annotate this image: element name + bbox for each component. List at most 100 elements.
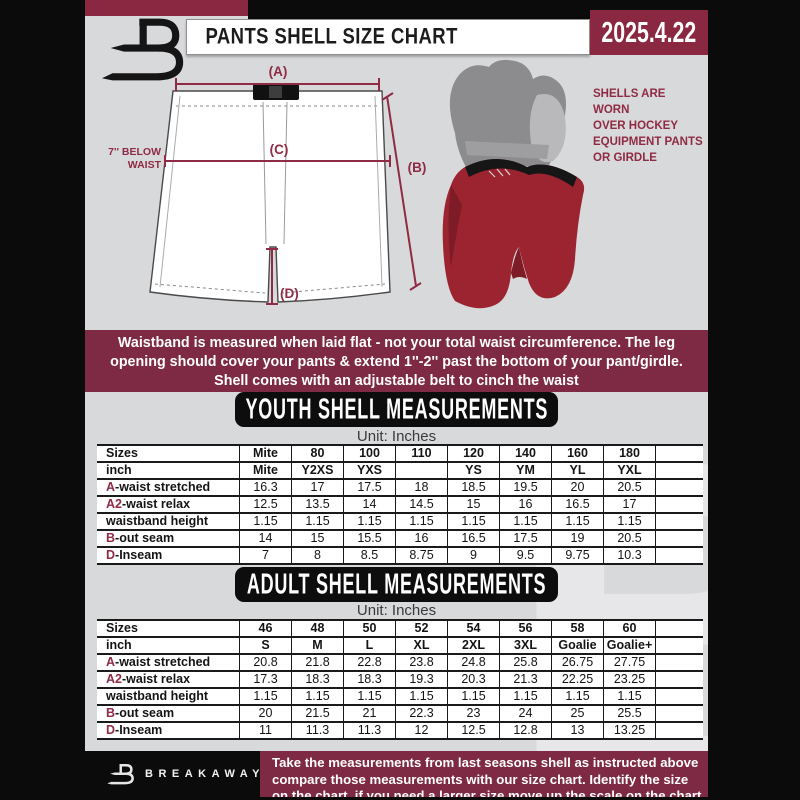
- table-cell: 17.3: [239, 672, 291, 687]
- table-cell: 20: [239, 706, 291, 721]
- table-cell: 9: [447, 548, 499, 563]
- table-row: A2-waist relax 17.3 18.3 18.3 19.3 20.3 21.3 22…: [97, 670, 703, 687]
- table-cell: 1.15: [551, 689, 603, 704]
- footer-instructions-panel: Take the measurements from last seasons …: [260, 751, 708, 800]
- table-cell: 15: [447, 497, 499, 512]
- table-filler-cell: [655, 672, 703, 687]
- table-cell: 22.25: [551, 672, 603, 687]
- table-cell: 12.5: [239, 497, 291, 512]
- row-label: B-out seam: [106, 531, 175, 545]
- table-cell: 23.8: [395, 655, 447, 670]
- table-cell: 18.3: [291, 672, 343, 687]
- table-cell: 60: [603, 621, 655, 636]
- table-cell: 17: [603, 497, 655, 512]
- table-cell: 25: [551, 706, 603, 721]
- table-cell: 48: [291, 621, 343, 636]
- waist-depth-note: 7'' BELOW WAIST: [108, 146, 161, 171]
- table-cell: 1.15: [239, 689, 291, 704]
- footer-brand: BREAKAWAY: [107, 762, 265, 786]
- adult-unit-label: Unit: Inches: [356, 602, 437, 619]
- table-cell: 180: [603, 446, 655, 461]
- table-cell: 11.3: [343, 723, 395, 738]
- table-row: waistband height 1.15 1.15 1.15 1.15 1.15 1.15…: [97, 687, 703, 704]
- table-cell: 20.5: [603, 480, 655, 495]
- table-cell: 3XL: [499, 638, 551, 653]
- label-c: (C): [270, 142, 289, 157]
- footer-brand-panel: BREAKAWAY: [85, 751, 260, 800]
- hem-stitch-lines: [154, 283, 386, 294]
- table-cell: 80: [291, 446, 343, 461]
- table-cell: [395, 463, 447, 478]
- table-cell: 1.15: [343, 689, 395, 704]
- footer-brand-name: BREAKAWAY: [145, 768, 265, 780]
- table-cell: 120: [447, 446, 499, 461]
- table-cell: 11.3: [291, 723, 343, 738]
- shell-lace: [488, 168, 511, 178]
- shell-photo-illustration: [442, 59, 585, 309]
- label-a: (A): [269, 64, 288, 79]
- table-cell: 110: [395, 446, 447, 461]
- table-cell: 16: [395, 531, 447, 546]
- table-cell: 16.5: [551, 497, 603, 512]
- table-cell: 25.8: [499, 655, 551, 670]
- shell-belt: [465, 159, 577, 187]
- table-cell: YM: [499, 463, 551, 478]
- table-cell: 18.3: [343, 672, 395, 687]
- table-cell: 13.5: [291, 497, 343, 512]
- table-cell: 54: [447, 621, 499, 636]
- row-label: waistband height: [106, 689, 209, 703]
- table-cell: 9.5: [499, 548, 551, 563]
- row-label: inch: [106, 638, 132, 652]
- table-cell: 2XL: [447, 638, 499, 653]
- table-cell: 21.8: [291, 655, 343, 670]
- table-filler-cell: [655, 514, 703, 529]
- table-cell: 14: [343, 497, 395, 512]
- youth-table: Sizes Mite 80 100 110 120 140 160 180 inch Mite Y2X…: [97, 444, 703, 565]
- row-label: D-Inseam: [106, 723, 163, 737]
- shell-shadow: [448, 185, 527, 279]
- girdle-strap: [465, 141, 549, 159]
- table-cell: 15: [291, 531, 343, 546]
- table-filler-cell: [655, 655, 703, 670]
- table-cell: 52: [395, 621, 447, 636]
- table-cell: Goalie: [551, 638, 603, 653]
- table-cell: 18: [395, 480, 447, 495]
- table-row: B-out seam 20 21.5 21 22.3 23 24 25 25.5: [97, 704, 703, 721]
- table-cell: YXS: [343, 463, 395, 478]
- table-cell: 18.5: [447, 480, 499, 495]
- adult-banner-title: ADULT SHELL MEASUREMENTS: [246, 567, 547, 600]
- table-cell: 17.5: [343, 480, 395, 495]
- table-row: Sizes 46 48 50 52 54 56 58 60: [97, 619, 703, 636]
- table-cell: Mite: [239, 446, 291, 461]
- table-filler-cell: [655, 723, 703, 738]
- row-label: B-out seam: [106, 706, 175, 720]
- table-cell: 14: [239, 531, 291, 546]
- table-cell: 21.5: [291, 706, 343, 721]
- table-cell: 7: [239, 548, 291, 563]
- date-text: 2025.4.22: [601, 15, 697, 49]
- label-d: (D): [280, 286, 299, 301]
- table-cell: 20: [551, 480, 603, 495]
- table-cell: 20.5: [603, 531, 655, 546]
- table-cell: 16.3: [239, 480, 291, 495]
- table-cell: Goalie+: [603, 638, 655, 653]
- table-cell: 1.15: [447, 514, 499, 529]
- table-cell: 20.3: [447, 672, 499, 687]
- table-cell: 58: [551, 621, 603, 636]
- row-label: A-waist stretched: [106, 655, 211, 669]
- table-cell: 1.15: [447, 689, 499, 704]
- table-cell: YS: [447, 463, 499, 478]
- table-filler-cell: [655, 548, 703, 563]
- table-cell: XL: [395, 638, 447, 653]
- table-cell: 27.75: [603, 655, 655, 670]
- table-cell: 21: [343, 706, 395, 721]
- table-cell: 16.5: [447, 531, 499, 546]
- table-cell: 19.5: [499, 480, 551, 495]
- notice-line: opening should cover your pants & extend…: [110, 354, 683, 370]
- table-row: waistband height 1.15 1.15 1.15 1.15 1.15 1.15…: [97, 512, 703, 529]
- table-cell: 1.15: [395, 689, 447, 704]
- table-cell: S: [239, 638, 291, 653]
- table-cell: 1.15: [343, 514, 395, 529]
- label-b: (B): [408, 160, 427, 175]
- table-cell: 11: [239, 723, 291, 738]
